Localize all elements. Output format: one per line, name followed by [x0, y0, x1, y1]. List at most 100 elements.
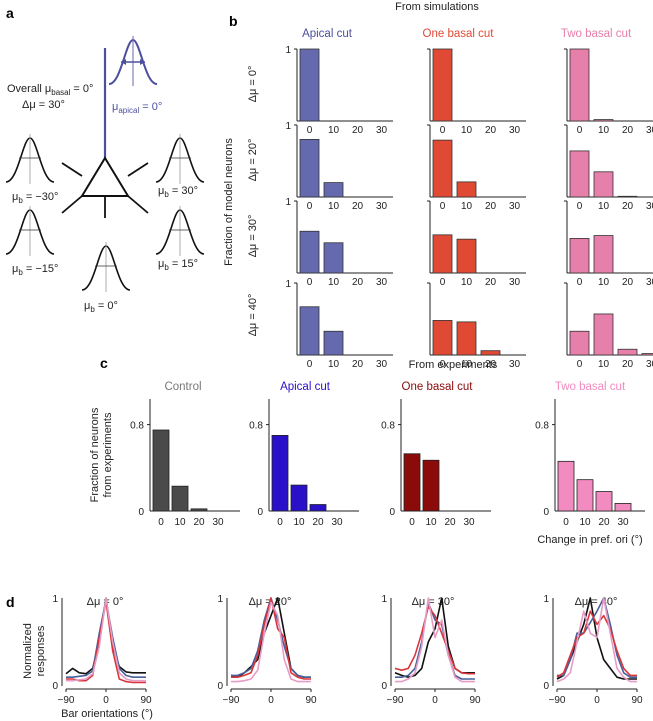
row-label-delta-40: Δμ = 40° — [247, 294, 259, 337]
y-tick-label: 0.8 — [249, 421, 263, 432]
bar — [422, 459, 440, 512]
column-title-apical-exp: Apical cut — [280, 381, 331, 393]
x-tick-label: 90 — [305, 695, 317, 706]
bar — [432, 139, 453, 198]
x-tick-label: 30 — [646, 277, 653, 288]
x-tick-label: 10 — [461, 359, 473, 370]
x-tick-label: 30 — [376, 277, 388, 288]
bar — [432, 234, 453, 274]
panel-c-xlabel: Change in pref. ori (°) — [537, 534, 642, 546]
y-tick-label: 0.8 — [381, 421, 395, 432]
x-tick-label: 30 — [212, 517, 224, 528]
bar — [309, 504, 327, 512]
x-tick-label: −90 — [387, 695, 404, 706]
x-tick-label: −90 — [549, 695, 566, 706]
x-tick-label: 20 — [444, 517, 456, 528]
x-tick-label: 20 — [622, 125, 634, 136]
x-tick-label: 10 — [293, 517, 305, 528]
panel-d-ylabel-line2: responses — [35, 625, 47, 676]
x-tick-label: 0 — [268, 695, 274, 706]
x-tick-label: 20 — [485, 277, 497, 288]
x-tick-label: 10 — [598, 125, 610, 136]
bar — [456, 181, 477, 198]
tuning-line — [395, 597, 475, 683]
x-tick-label: 30 — [463, 517, 475, 528]
basal-dendrite-right-upper — [127, 162, 149, 177]
tuning-line — [556, 597, 637, 683]
overall-basal-label: Overall μbasal = 0° — [7, 83, 93, 97]
bar — [617, 195, 638, 198]
y-tick-label: 1 — [217, 594, 223, 605]
tuning-line — [66, 600, 146, 684]
neuron-schematic: Overall μbasal = 0° Δμ = 30° μapical = 0… — [5, 36, 205, 314]
x-tick-label: 0 — [440, 201, 446, 212]
x-tick-label: 0 — [307, 277, 313, 288]
x-tick-label: 0 — [577, 125, 583, 136]
basal-dendrite-right-lower — [127, 195, 149, 214]
bar — [271, 434, 289, 512]
y-tick-label: 1 — [285, 45, 291, 56]
x-tick-label: 10 — [579, 517, 591, 528]
basal-dendrite-left-upper — [61, 162, 83, 177]
basal-tuning-curve — [155, 206, 205, 256]
basal-tuning-curve — [5, 134, 55, 184]
y-tick-label: 0 — [52, 681, 58, 692]
x-tick-label: 20 — [352, 277, 364, 288]
x-tick-label: 10 — [461, 125, 473, 136]
bar — [593, 171, 614, 198]
x-tick-label: 30 — [376, 359, 388, 370]
panel-d-ylabel-line1: Normalized — [22, 623, 34, 679]
column-title-one-basal-exp: One basal cut — [402, 381, 474, 393]
basal-mu-label: μb = 15° — [158, 258, 198, 272]
bar — [299, 230, 320, 274]
panel-b-grid: 1010203001020300102030101020300102030010… — [285, 45, 653, 370]
basal-tuning-curve — [81, 242, 131, 292]
x-tick-label: 30 — [509, 359, 521, 370]
y-tick-label: 1 — [52, 594, 58, 605]
basal-mu-label: μb = 0° — [84, 300, 118, 314]
column-title-apical: Apical cut — [302, 28, 353, 40]
tuning-line — [66, 598, 146, 679]
x-tick-label: 0 — [158, 517, 164, 528]
x-tick-label: 30 — [617, 517, 629, 528]
bar — [290, 484, 308, 512]
y-tick-label: 0 — [217, 681, 223, 692]
bar — [576, 479, 594, 512]
row-label-delta-0: Δμ = 0° — [247, 66, 259, 103]
bar — [569, 238, 590, 274]
panel-c-ylabel-line1: Fraction of neurons — [89, 407, 101, 502]
x-tick-label: 90 — [631, 695, 643, 706]
bar — [299, 138, 320, 198]
soma-triangle — [80, 156, 130, 197]
x-tick-label: 20 — [622, 201, 634, 212]
tuning-line — [230, 597, 311, 679]
panel-b-ylabel: Fraction of model neurons — [223, 138, 235, 266]
x-tick-label: 30 — [509, 201, 521, 212]
panel-label-b: b — [229, 13, 238, 29]
tuning-line — [231, 597, 311, 680]
y-tick-label: 0 — [138, 507, 144, 518]
y-tick-label: 0 — [543, 507, 549, 518]
basal-mu-label: μb = 30° — [158, 185, 198, 199]
tuning-line — [395, 601, 475, 680]
x-tick-label: 0 — [440, 359, 446, 370]
column-title-two-basal-exp: Two basal cut — [555, 381, 626, 393]
x-tick-label: 0 — [440, 277, 446, 288]
bar — [593, 119, 614, 122]
tuning-title: Δμ = 40° — [575, 596, 618, 608]
x-tick-label: 0 — [577, 359, 583, 370]
bar — [593, 235, 614, 274]
x-tick-label: 20 — [312, 517, 324, 528]
bar — [480, 350, 501, 356]
panel-d-xlabel: Bar orientations (°) — [61, 708, 153, 720]
panel-c-experiments: From experiments Fraction of neurons fro… — [89, 359, 645, 546]
bar — [171, 485, 189, 512]
x-tick-label: 20 — [485, 201, 497, 212]
apical-mu-label: μapical = 0° — [112, 101, 162, 115]
bar — [569, 150, 590, 198]
x-tick-label: 20 — [485, 359, 497, 370]
panel-label-d: d — [6, 594, 15, 610]
bar — [403, 453, 421, 512]
y-tick-label: 0 — [389, 507, 395, 518]
